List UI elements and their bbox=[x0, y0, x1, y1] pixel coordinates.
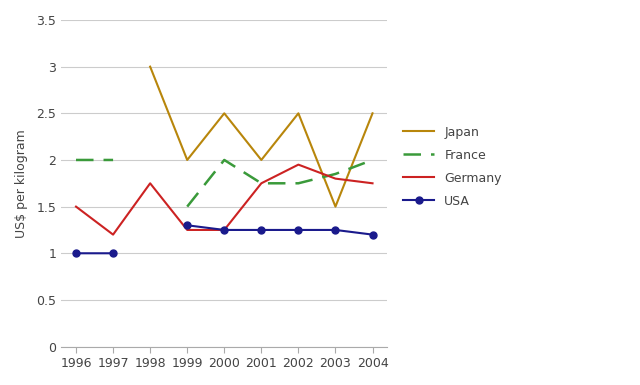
Germany bbox=[109, 232, 117, 237]
France bbox=[72, 157, 80, 162]
Legend: Japan, France, Germany, USA: Japan, France, Germany, USA bbox=[397, 120, 508, 214]
Japan bbox=[369, 111, 376, 116]
Japan bbox=[147, 64, 154, 69]
Japan bbox=[294, 111, 302, 116]
Germany bbox=[72, 204, 80, 209]
Japan bbox=[184, 157, 191, 162]
France bbox=[109, 157, 117, 162]
Germany bbox=[147, 181, 154, 186]
France bbox=[220, 157, 228, 162]
France bbox=[369, 157, 376, 162]
USA bbox=[257, 228, 265, 232]
USA bbox=[369, 232, 376, 237]
USA bbox=[220, 228, 228, 232]
Germany bbox=[257, 181, 265, 186]
Line: France: France bbox=[76, 160, 372, 207]
Line: Germany: Germany bbox=[76, 165, 372, 234]
USA bbox=[184, 223, 191, 228]
USA bbox=[294, 228, 302, 232]
USA bbox=[332, 228, 339, 232]
Japan bbox=[257, 157, 265, 162]
Japan bbox=[332, 204, 339, 209]
Germany bbox=[184, 228, 191, 232]
Japan bbox=[220, 111, 228, 116]
France bbox=[294, 181, 302, 186]
Line: USA: USA bbox=[72, 222, 376, 257]
Line: Japan: Japan bbox=[76, 67, 372, 207]
USA bbox=[109, 251, 117, 256]
Germany bbox=[332, 176, 339, 181]
France bbox=[257, 181, 265, 186]
Germany bbox=[220, 228, 228, 232]
France bbox=[184, 204, 191, 209]
France bbox=[332, 172, 339, 176]
USA bbox=[72, 251, 80, 256]
Germany bbox=[369, 181, 376, 186]
Japan bbox=[72, 157, 80, 162]
Y-axis label: US$ per kilogram: US$ per kilogram bbox=[15, 129, 28, 238]
Germany bbox=[294, 162, 302, 167]
